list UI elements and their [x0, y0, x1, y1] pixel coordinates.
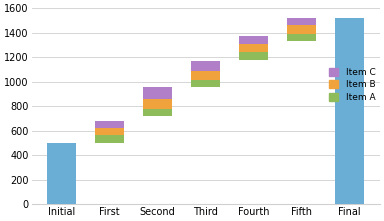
Bar [335, 18, 364, 204]
Bar [47, 143, 76, 204]
Bar [95, 128, 124, 135]
Legend: Item C, Item B, Item A: Item C, Item B, Item A [329, 68, 375, 102]
Bar [191, 61, 220, 70]
Bar [95, 121, 124, 128]
Bar [239, 36, 268, 44]
Bar [143, 87, 172, 99]
Bar [143, 99, 172, 109]
Bar [143, 109, 172, 116]
Bar [239, 44, 268, 52]
Bar [287, 25, 316, 34]
Bar [191, 80, 220, 87]
Bar [287, 18, 316, 25]
Bar [239, 52, 268, 60]
Bar [287, 34, 316, 41]
Bar [95, 135, 124, 143]
Bar [191, 70, 220, 80]
